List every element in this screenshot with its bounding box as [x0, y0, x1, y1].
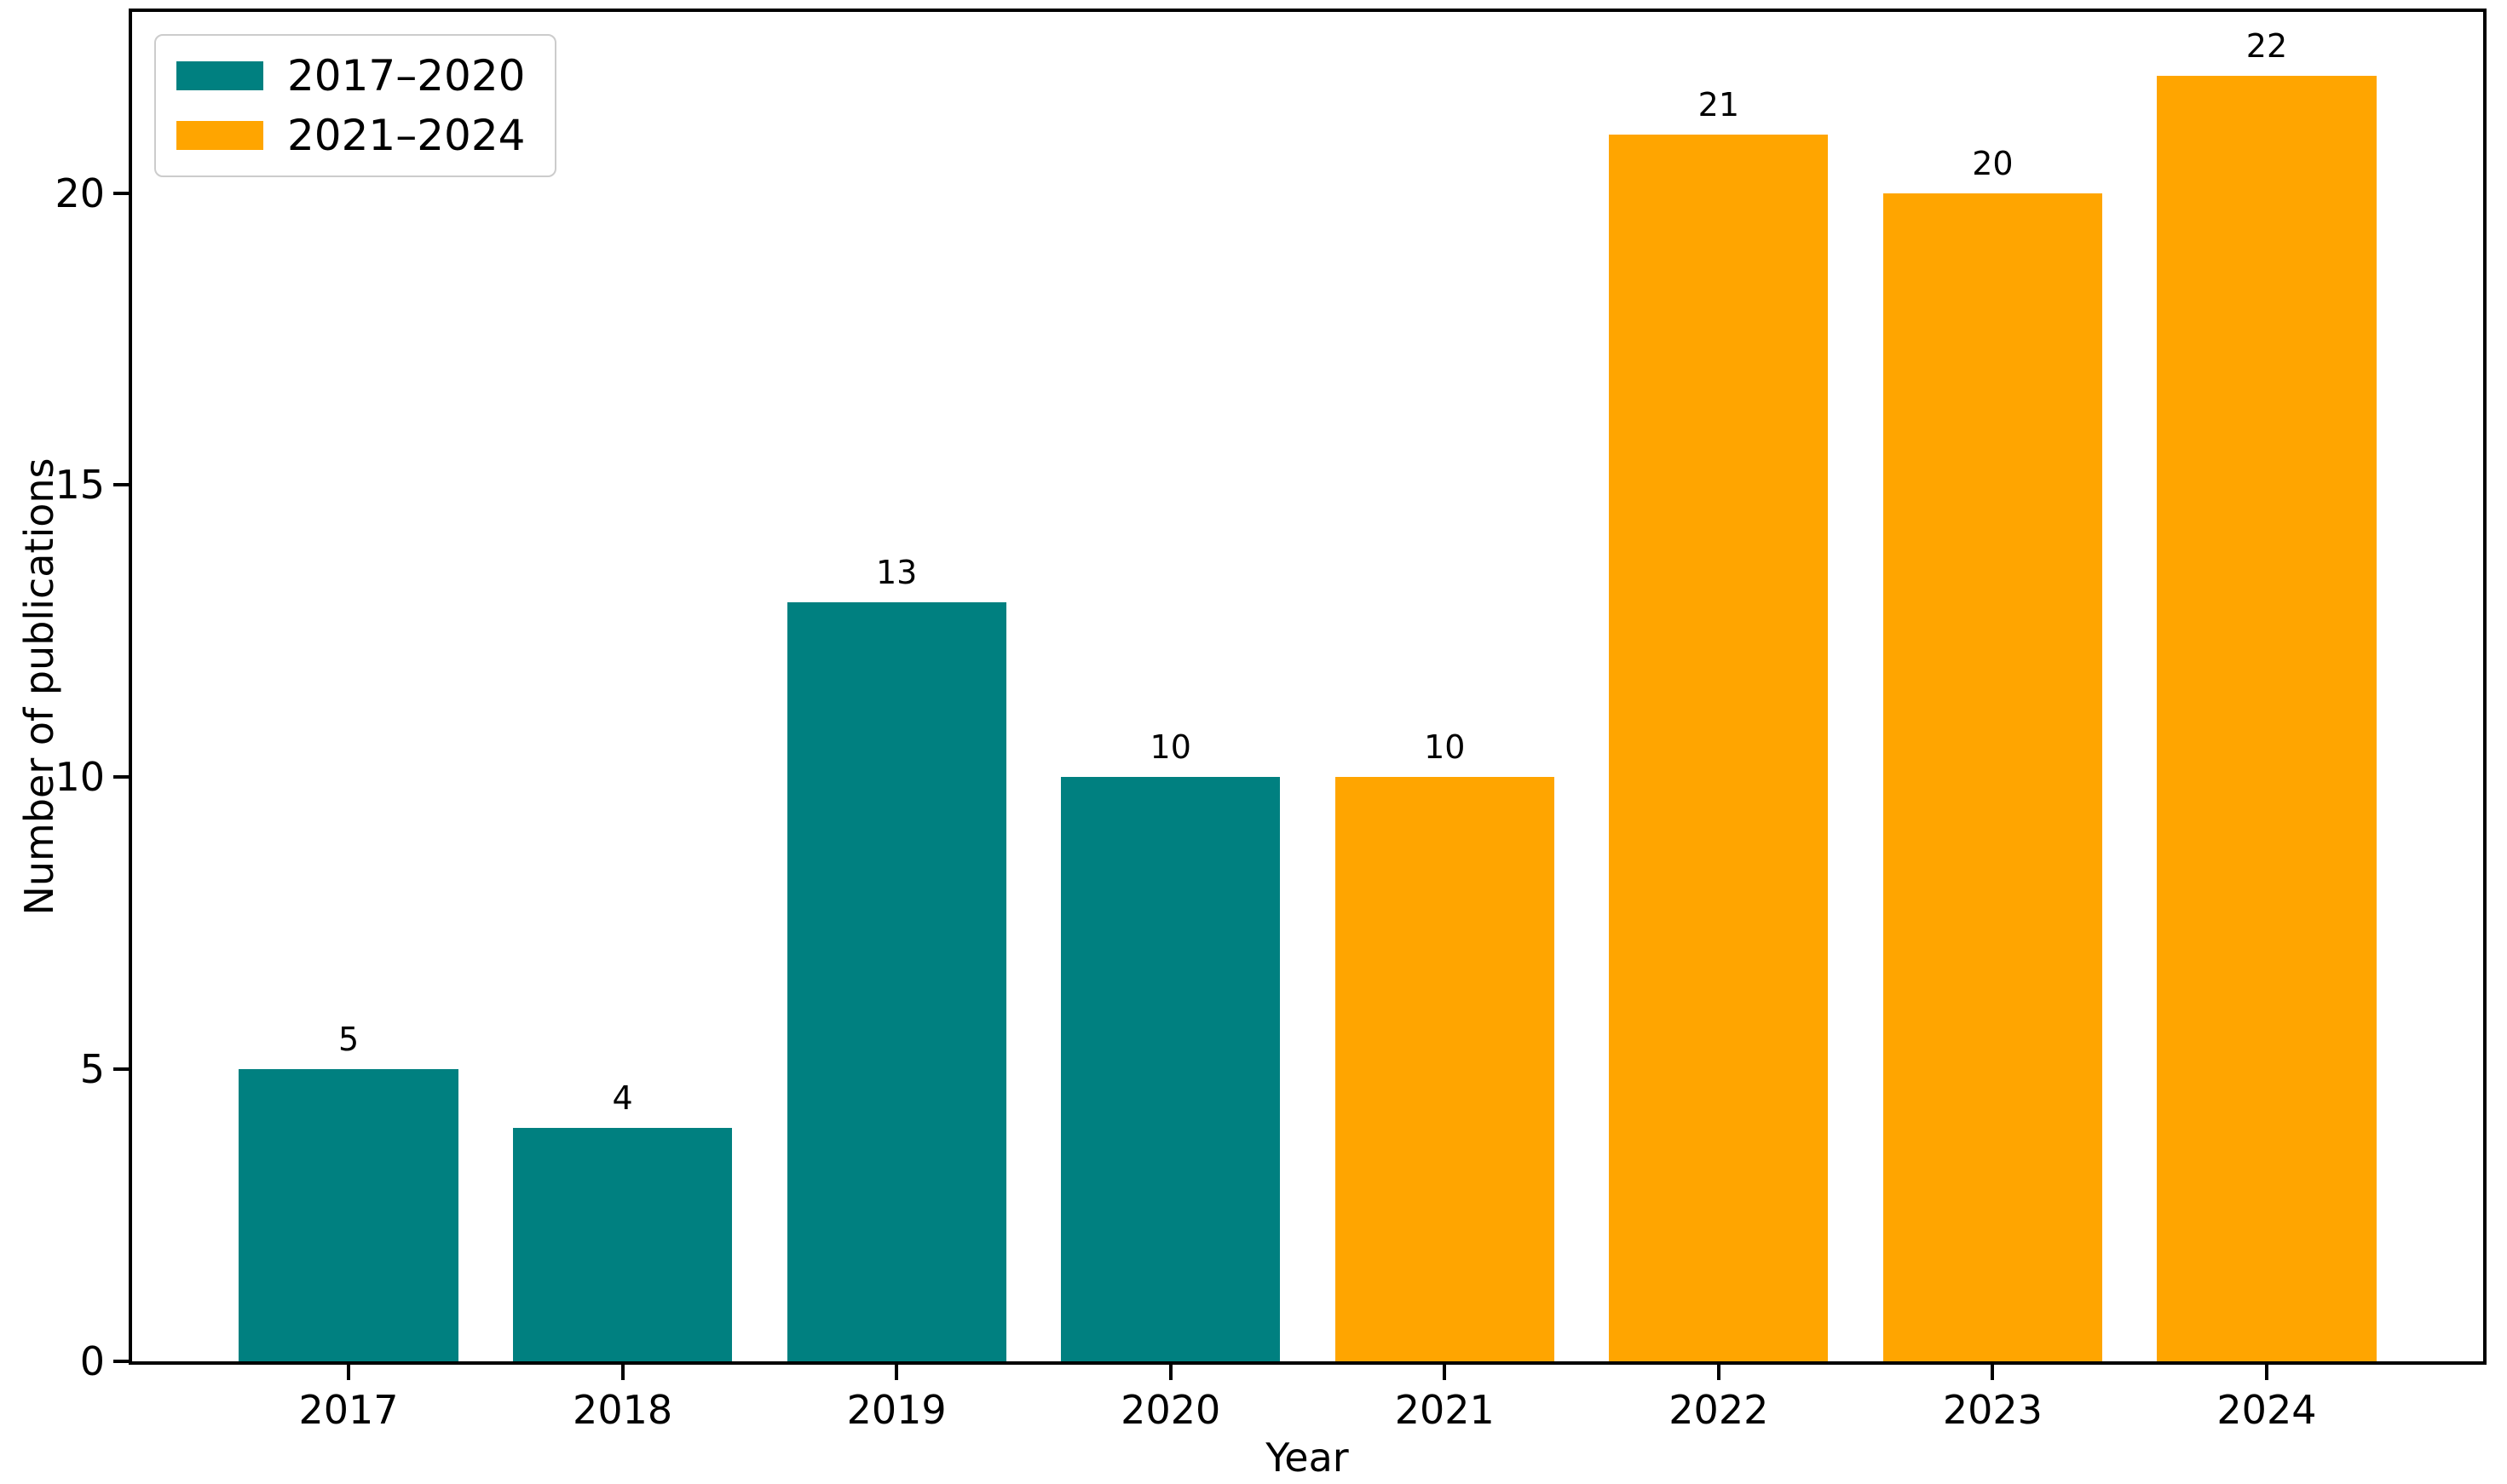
- bar-value-label-2021: 10: [1424, 728, 1466, 767]
- bar-value-label-2018: 4: [612, 1078, 633, 1117]
- y-tick-label-10: 10: [55, 754, 105, 801]
- orange-swatch-icon: [176, 121, 263, 150]
- x-tick-mark-2022: [1716, 1365, 1720, 1380]
- y-tick-mark-15: [113, 483, 129, 487]
- x-tick-mark-2020: [1168, 1365, 1173, 1380]
- x-tick-mark-2024: [2264, 1365, 2268, 1380]
- y-tick-label-20: 20: [55, 170, 105, 216]
- y-tick-mark-5: [113, 1067, 129, 1072]
- bar-value-label-2020: 10: [1150, 728, 1191, 767]
- bar-2020: [1061, 777, 1281, 1361]
- y-tick-label-5: 5: [79, 1046, 105, 1093]
- x-tick-mark-2023: [1991, 1365, 1995, 1380]
- bar-2017: [239, 1069, 458, 1361]
- bar-value-label-2022: 21: [1697, 86, 1740, 124]
- y-axis-label: Number of publications: [16, 457, 62, 916]
- legend-label-1: 2021–2024: [287, 111, 526, 160]
- y-tick-label-0: 0: [79, 1338, 105, 1384]
- y-tick-mark-0: [113, 1360, 129, 1363]
- bar-2018: [512, 1127, 733, 1361]
- x-axis-label: Year: [1265, 1435, 1349, 1481]
- x-tick-label-2021: 2021: [1394, 1387, 1495, 1433]
- x-tick-mark-2017: [347, 1365, 351, 1380]
- x-tick-label-2023: 2023: [1942, 1387, 2043, 1433]
- x-tick-label-2018: 2018: [573, 1387, 673, 1433]
- bar-2021: [1334, 777, 1554, 1361]
- bar-2023: [1882, 193, 2102, 1361]
- x-tick-label-2022: 2022: [1668, 1387, 1769, 1433]
- legend: 2017–2020 2021–2024: [154, 34, 556, 177]
- bar-2019: [787, 601, 1006, 1361]
- bar-2024: [2157, 76, 2377, 1361]
- legend-item-0: 2017–2020: [176, 55, 526, 97]
- teal-swatch-icon: [176, 61, 263, 90]
- plot-area: 2017–2020 2021–2024 5 2017 4 2018 13 2019 10 202…: [55, 9, 2487, 1429]
- bar-2022: [1609, 135, 1829, 1361]
- x-tick-label-2017: 2017: [298, 1387, 399, 1433]
- x-tick-mark-2019: [895, 1365, 899, 1380]
- x-tick-label-2024: 2024: [2216, 1387, 2317, 1433]
- legend-label-0: 2017–2020: [287, 51, 526, 101]
- bar-value-label-2017: 5: [337, 1021, 360, 1059]
- y-tick-mark-10: [113, 775, 129, 779]
- y-tick-mark-20: [113, 191, 129, 195]
- x-tick-label-2020: 2020: [1121, 1387, 1221, 1433]
- bar-value-label-2019: 13: [875, 553, 918, 591]
- legend-item-1: 2021–2024: [176, 114, 526, 157]
- y-tick-label-15: 15: [55, 462, 105, 509]
- bar-value-label-2023: 20: [1972, 144, 2014, 182]
- x-tick-label-2019: 2019: [846, 1387, 947, 1433]
- x-tick-mark-2018: [620, 1365, 625, 1380]
- x-tick-mark-2021: [1443, 1365, 1447, 1380]
- bar-value-label-2024: 22: [2245, 27, 2288, 66]
